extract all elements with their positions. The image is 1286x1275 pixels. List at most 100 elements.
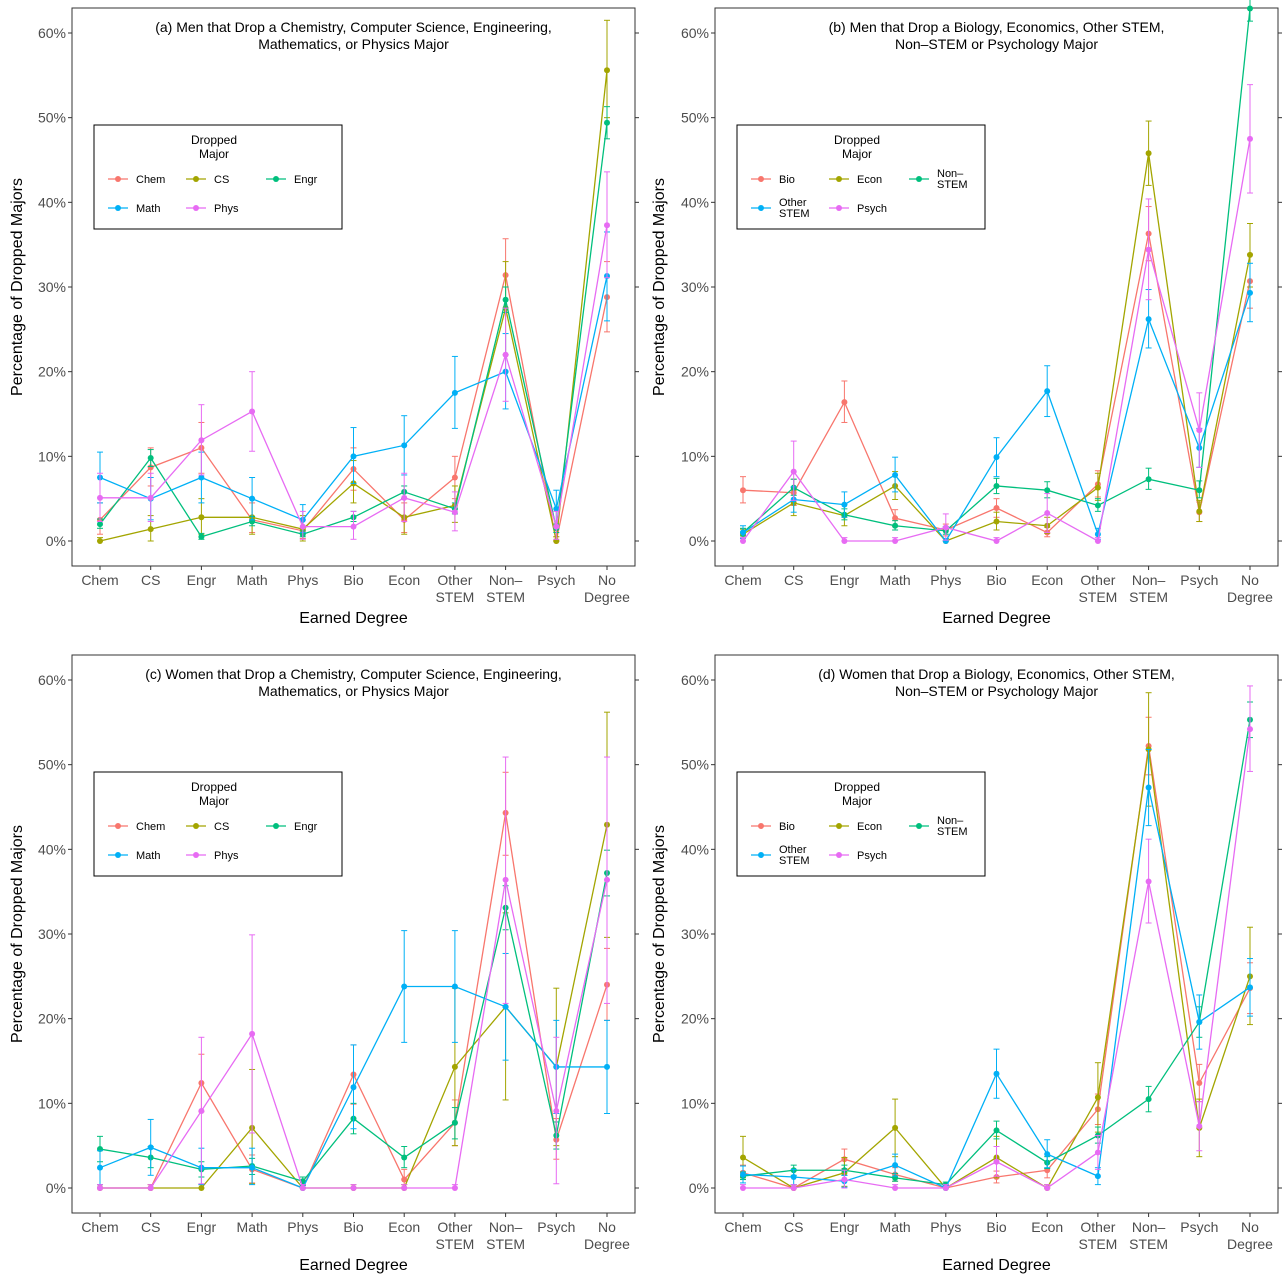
data-point — [790, 1173, 797, 1180]
legend-key-point — [758, 176, 764, 182]
x-tick-label: Math — [880, 572, 911, 588]
y-tick-label: 60% — [38, 672, 66, 688]
panel-title-line: Non–STEM or Psychology Major — [895, 683, 1098, 699]
legend-label: Math — [136, 850, 160, 862]
series-other-stem — [740, 748, 1253, 1191]
x-tick-label: Non– STEM — [1129, 572, 1168, 605]
legend-label-line: STEM — [937, 826, 968, 838]
data-point — [299, 523, 306, 530]
x-tick-label: No Degree — [584, 1219, 630, 1252]
legend-label-line: Engr — [294, 174, 318, 186]
x-tick-label: Phys — [930, 1219, 961, 1235]
legend-label: Other STEM — [779, 844, 810, 867]
series-phys — [97, 756, 610, 1191]
data-point — [97, 494, 103, 501]
data-point — [740, 487, 746, 494]
x-tick-label: Bio — [986, 572, 1006, 588]
x-tick-label: Econ — [388, 1219, 420, 1235]
y-tick-label: 30% — [681, 279, 709, 295]
legend-key-point — [916, 176, 922, 182]
legend-label: Chem — [136, 821, 165, 833]
y-axis-title: Percentage of Dropped Majors — [651, 178, 668, 396]
x-tick-label-line: Bio — [986, 572, 1006, 588]
legend-key-point — [758, 823, 764, 829]
x-tick-label: Other STEM — [435, 1219, 474, 1252]
x-tick-label-line: STEM — [1078, 1236, 1117, 1252]
x-tick-label: Bio — [343, 572, 363, 588]
data-point — [892, 471, 899, 478]
x-tick-label-line: Non– — [1132, 572, 1166, 588]
x-tick-label-line: Non– — [1132, 1219, 1166, 1235]
legend-label-line: STEM — [937, 179, 968, 191]
y-tick-label: 0% — [689, 1180, 709, 1196]
legend: Dropped Major Chem CS Engr Math Phys — [93, 124, 343, 230]
legend-label: Non– STEM — [937, 168, 968, 191]
data-point — [993, 538, 1000, 544]
data-point — [198, 1107, 205, 1114]
legend-label-line: Bio — [779, 174, 795, 186]
legend-label-line: Bio — [779, 821, 795, 833]
legend-label: Econ — [857, 174, 882, 186]
data-point — [198, 514, 205, 521]
y-tick-label: 20% — [38, 1011, 66, 1027]
data-point — [740, 1185, 746, 1191]
data-point — [350, 523, 357, 530]
legend-label-line: Econ — [857, 821, 882, 833]
x-tick-label: Math — [237, 572, 268, 588]
data-point — [1145, 150, 1152, 157]
legend-item: CS — [186, 821, 229, 833]
x-tick-label: No Degree — [584, 572, 630, 605]
data-point — [604, 119, 610, 126]
panel-c: 0% 10% 20% 30% 40% 50% 60% Chem CS Engr Math Phys Bi… — [9, 654, 639, 1274]
x-tick-label: Non– STEM — [486, 1219, 525, 1252]
x-tick-label-line: Other — [1080, 572, 1115, 588]
data-point — [1044, 1185, 1051, 1191]
y-tick-label: 40% — [38, 841, 66, 857]
data-point — [147, 526, 154, 533]
x-tick-label-line: STEM — [1129, 1236, 1168, 1252]
panel-title-line: (c) Women that Drop a Chemistry, Compute… — [145, 666, 562, 682]
data-point — [553, 1107, 560, 1114]
x-tick-label-line: Engr — [187, 572, 217, 588]
data-point — [841, 1176, 848, 1183]
data-point — [451, 389, 458, 396]
x-tick-label: No Degree — [1227, 1219, 1273, 1252]
legend-label-line: Econ — [857, 174, 882, 186]
legend-box — [93, 771, 343, 877]
x-axis-title: Earned Degree — [299, 610, 408, 627]
x-tick-label: Econ — [1031, 572, 1063, 588]
x-tick-label: Psych — [537, 572, 575, 588]
legend-title-line: Dropped — [834, 780, 880, 794]
data-point — [451, 983, 458, 990]
x-tick-label: Chem — [724, 572, 761, 588]
data-point — [350, 1084, 357, 1091]
legend-label-line: Chem — [136, 821, 165, 833]
y-tick-label: 10% — [681, 1095, 709, 1111]
data-point — [1044, 510, 1051, 517]
y-tick-label: 40% — [38, 194, 66, 210]
data-point — [892, 538, 899, 544]
x-tick-label-line: Bio — [986, 1219, 1006, 1235]
data-point — [350, 453, 357, 460]
legend-key-point — [193, 205, 199, 211]
data-point — [249, 1164, 256, 1171]
data-point — [790, 468, 797, 475]
x-axis-title: Earned Degree — [942, 1257, 1051, 1274]
data-point — [97, 1164, 103, 1171]
data-point — [553, 505, 560, 512]
data-point — [1145, 246, 1152, 253]
data-point — [1247, 726, 1253, 733]
x-tick-label-line: CS — [784, 1219, 803, 1235]
panel-title-line: (a) Men that Drop a Chemistry, Computer … — [155, 19, 552, 35]
legend-item: Engr — [266, 821, 318, 833]
legend-title-line: Major — [199, 147, 229, 161]
legend-label-line: Psych — [857, 203, 887, 215]
data-point — [993, 454, 1000, 461]
panel-title: (b) Men that Drop a Biology, Economics, … — [829, 19, 1165, 52]
panel-title: (a) Men that Drop a Chemistry, Computer … — [155, 19, 552, 52]
legend-item: Non– STEM — [909, 815, 968, 838]
x-tick-label: Econ — [1031, 1219, 1063, 1235]
panel-title: (d) Women that Drop a Biology, Economics… — [818, 666, 1175, 699]
x-tick-label: Psych — [1180, 572, 1218, 588]
data-point — [451, 1119, 458, 1126]
